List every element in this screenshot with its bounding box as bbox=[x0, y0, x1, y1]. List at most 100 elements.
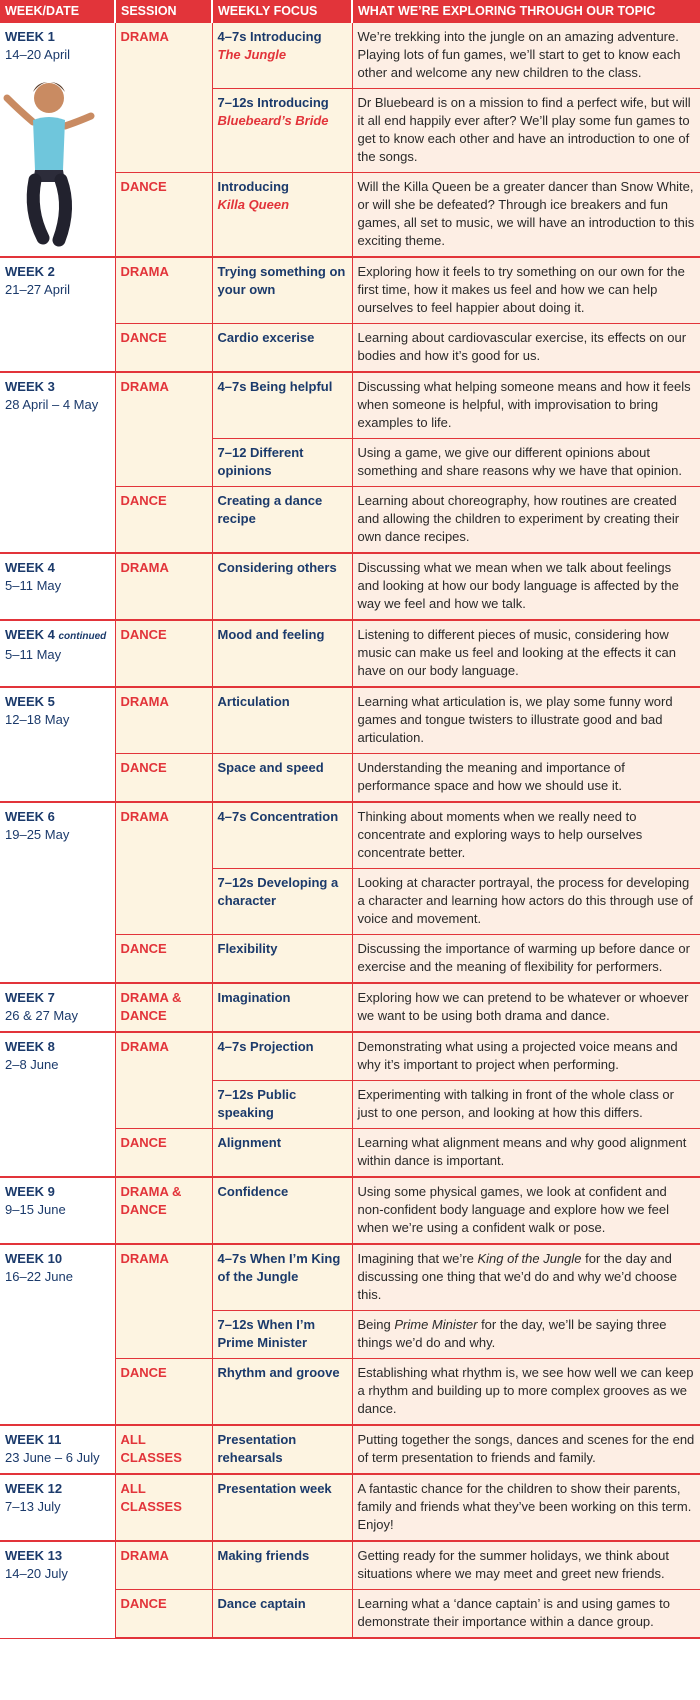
description-cell: Establishing what rhythm is, we see how … bbox=[351, 1358, 700, 1426]
focus-text: 4–7s Being helpful bbox=[217, 379, 333, 394]
week-line: WEEK 13 bbox=[5, 1547, 110, 1565]
week-label: WEEK 9 bbox=[5, 1184, 55, 1199]
focus-cell: Dance captain bbox=[211, 1589, 353, 1639]
week-line: WEEK 12 bbox=[5, 1480, 110, 1498]
focus-cell: Alignment bbox=[211, 1128, 353, 1178]
week-cell: WEEK 6 19–25 May bbox=[0, 801, 116, 984]
week-label: WEEK 6 bbox=[5, 809, 55, 824]
focus-text: Flexibility bbox=[217, 941, 278, 956]
week-line: WEEK 7 bbox=[5, 989, 110, 1007]
focus-text: Presentation rehearsals bbox=[217, 1432, 297, 1465]
week-cell: WEEK 2 21–27 April bbox=[0, 256, 116, 373]
table-row: WEEK 5 12–18 May DRAMA Articulation Learning… bbox=[0, 686, 700, 803]
focus-cell: 7–12s Developing a character bbox=[211, 868, 353, 935]
week-dates: 5–11 May bbox=[5, 578, 62, 593]
focus-title: Killa Queen bbox=[217, 197, 290, 212]
week-cell: WEEK 10 16–22 June bbox=[0, 1243, 116, 1426]
week-dates: 14–20 April bbox=[5, 47, 71, 62]
session-cell: DANCE bbox=[114, 323, 213, 373]
session-cell: DANCE bbox=[114, 753, 213, 803]
focus-text: 7–12s Introducing bbox=[217, 95, 329, 110]
table-row: DANCE Rhythm and groove Establishing what … bbox=[0, 1358, 700, 1426]
week-cell: WEEK 9 9–15 June bbox=[0, 1176, 116, 1245]
header-cell: SESSION bbox=[115, 0, 213, 22]
description-cell: Learning what a ‘dance captain’ is and u… bbox=[351, 1589, 700, 1639]
table-row: WEEK 10 16–22 June DRAMA 4–7s When I’m King… bbox=[0, 1243, 700, 1426]
focus-text: 4–7s Introducing bbox=[217, 29, 322, 44]
week-label: WEEK 12 bbox=[5, 1481, 63, 1496]
focus-text: 4–7s When I’m King of the Jungle bbox=[217, 1251, 341, 1284]
week-label: WEEK 8 bbox=[5, 1039, 55, 1054]
description-cell: Looking at character portrayal, the proc… bbox=[351, 868, 700, 935]
table-row: DANCE Dance captain Learning what a ‘dance… bbox=[0, 1589, 700, 1639]
focus-cell: Cardio excerise bbox=[211, 323, 353, 373]
focus-text: Creating a dance recipe bbox=[217, 493, 323, 526]
description-cell: Learning what articulation is, we play s… bbox=[351, 686, 700, 754]
focus-title: The Jungle bbox=[217, 47, 287, 62]
description-cell: Discussing what we mean when we talk abo… bbox=[351, 552, 700, 621]
session-cell: DRAMA bbox=[114, 1031, 213, 1129]
focus-text: Dance captain bbox=[217, 1596, 306, 1611]
week-cell: WEEK 13 14–20 July bbox=[0, 1540, 116, 1639]
week-label: WEEK 13 bbox=[5, 1548, 63, 1563]
focus-cell: Trying something on your own bbox=[211, 256, 353, 324]
focus-cell: Flexibility bbox=[211, 934, 353, 984]
focus-cell: 4–7s Being helpful bbox=[211, 371, 353, 439]
table-row: DANCE Flexibility Discussing the importanc… bbox=[0, 934, 700, 984]
table-row: DANCE Cardio excerise Learning about cardi… bbox=[0, 323, 700, 373]
focus-text: Trying something on your own bbox=[217, 264, 346, 297]
focus-text: 7–12s When I’m Prime Minister bbox=[217, 1317, 316, 1350]
week-dates: 21–27 April bbox=[5, 282, 71, 297]
focus-cell: Considering others bbox=[211, 552, 353, 621]
description-cell: Exploring how it feels to try something … bbox=[351, 256, 700, 324]
week-dates: 9–15 June bbox=[5, 1202, 66, 1217]
italic-text: King of the Jungle bbox=[477, 1251, 582, 1266]
week-line: WEEK 2 bbox=[5, 263, 110, 281]
focus-text: Articulation bbox=[217, 694, 290, 709]
focus-title: Bluebeard’s Bride bbox=[217, 113, 329, 128]
focus-cell: Presentation rehearsals bbox=[211, 1424, 353, 1475]
table-row: 7–12s Public speaking Experimenting with … bbox=[0, 1080, 700, 1129]
table-row: DANCE Creating a dance recipe Learning abo… bbox=[0, 486, 700, 554]
week-cell: WEEK 7 26 & 27 May bbox=[0, 982, 116, 1033]
description-cell: Learning about choreography, how routine… bbox=[351, 486, 700, 554]
description-cell: Thinking about moments when we really ne… bbox=[351, 801, 700, 869]
week-cell: WEEK 5 12–18 May bbox=[0, 686, 116, 803]
header-cell: WEEKLY FOCUS bbox=[212, 0, 353, 22]
week-cell: WEEK 1 14–20 April bbox=[0, 21, 116, 258]
table-row: 7–12s Developing a character Looking at c… bbox=[0, 868, 700, 935]
focus-text: 7–12s Developing a character bbox=[217, 875, 339, 908]
description-cell: Will the Killa Queen be a greater dancer… bbox=[351, 172, 700, 258]
focus-text: Mood and feeling bbox=[217, 627, 325, 642]
week-cell: WEEK 11 23 June – 6 July bbox=[0, 1424, 116, 1475]
topic-table: WEEK/DATE SESSION WEEKLY FOCUS WHAT WE’R… bbox=[0, 0, 700, 1639]
session-cell: DRAMA bbox=[114, 21, 213, 173]
week-cell: WEEK 3 28 April – 4 May bbox=[0, 371, 116, 554]
description-cell: Experimenting with talking in front of t… bbox=[351, 1080, 700, 1129]
week-dates: 2–8 June bbox=[5, 1057, 59, 1072]
italic-text: Prime Minister bbox=[394, 1317, 478, 1332]
table-body: WEEK 1 14–20 April DRAMA 4–7s Introducing T… bbox=[0, 21, 700, 1639]
week-label: WEEK 1 bbox=[5, 29, 55, 44]
description-cell: Being Prime Minister for the day, we’ll … bbox=[351, 1310, 700, 1359]
description-cell: Imagining that we’re King of the Jungle … bbox=[351, 1243, 700, 1311]
table-row: DANCE Alignment Learning what alignment me… bbox=[0, 1128, 700, 1178]
table-row: WEEK 9 9–15 June DRAMA & DANCE Confidence Us… bbox=[0, 1176, 700, 1245]
session-cell: DRAMA bbox=[114, 552, 213, 621]
session-cell: DRAMA bbox=[114, 371, 213, 487]
week-dates: 19–25 May bbox=[5, 827, 70, 842]
week-dates: 26 & 27 May bbox=[5, 1008, 78, 1023]
focus-text: Introducing bbox=[217, 179, 290, 194]
week-line: WEEK 4 bbox=[5, 559, 110, 577]
table-row: WEEK 3 28 April – 4 May DRAMA 4–7s Being he… bbox=[0, 371, 700, 554]
session-cell: DANCE bbox=[114, 619, 213, 688]
week-dates: 23 June – 6 July bbox=[5, 1450, 100, 1465]
description-cell: Discussing what helping someone means an… bbox=[351, 371, 700, 439]
focus-text: 4–7s Concentration bbox=[217, 809, 339, 824]
focus-cell: 7–12s Public speaking bbox=[211, 1080, 353, 1129]
week-line: WEEK 5 bbox=[5, 693, 110, 711]
header-cell: WEEK/DATE bbox=[0, 0, 116, 22]
table-row: WEEK 12 7–13 July ALL CLASSES Presentation … bbox=[0, 1473, 700, 1542]
week-dates: 28 April – 4 May bbox=[5, 397, 99, 412]
